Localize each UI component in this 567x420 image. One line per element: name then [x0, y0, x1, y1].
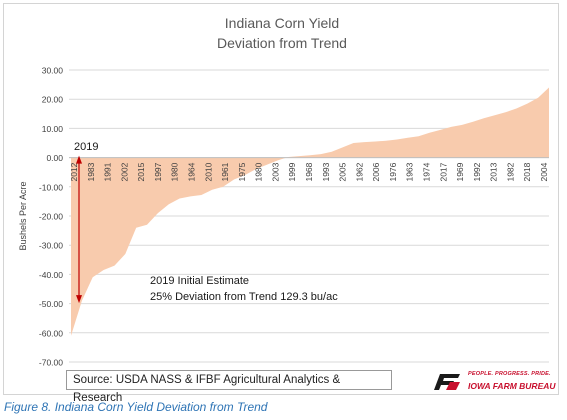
x-tick-label: 1997: [153, 162, 163, 181]
x-tick-label: 1976: [388, 162, 398, 181]
x-tick-label: 2004: [539, 162, 549, 181]
deviation-area: [71, 87, 549, 336]
x-tick-label: 2002: [119, 162, 129, 181]
x-tick-label: 2017: [438, 162, 448, 181]
source-text: Source: USDA NASS & IFBF Agricultural An…: [73, 374, 341, 404]
x-tick-label: 1974: [422, 162, 432, 181]
x-tick-label: 1983: [86, 162, 96, 181]
farm-bureau-logo-mark-icon: [434, 374, 460, 390]
x-tick-label: 1964: [187, 162, 197, 181]
chart-plot: Indiana Corn Yield Deviation from Trend 30…: [18, 15, 549, 368]
x-tick-label: 1982: [505, 162, 515, 181]
x-tick-label: 1991: [103, 162, 113, 181]
y-tick-label: -40.00: [39, 270, 63, 280]
y-tick-label: -70.00: [39, 358, 63, 368]
x-tick-label: 2012: [69, 162, 79, 181]
annotation-note-line2: 25% Deviation from Trend 129.3 bu/ac: [150, 291, 338, 303]
annotation-note-line1: 2019 Initial Estimate: [150, 275, 249, 287]
y-tick-label: 20.00: [42, 95, 64, 105]
source-box: Source: USDA NASS & IFBF Agricultural An…: [66, 370, 392, 404]
x-tick-label: 1993: [321, 162, 331, 181]
x-tick-label: 2005: [338, 162, 348, 181]
x-tick-label: 2010: [203, 162, 213, 181]
x-tick-label: 1963: [405, 162, 415, 181]
arrow-head-top: [76, 155, 82, 164]
x-tick-label: 1999: [287, 162, 297, 181]
iowa-farm-bureau-logo: PEOPLE. PROGRESS. PRIDE. IOWA FARM BUREA…: [432, 370, 556, 394]
y-tick-label: -50.00: [39, 299, 63, 309]
y-tick-label: 10.00: [42, 124, 64, 134]
x-tick-label: 2003: [270, 162, 280, 181]
chart-frame: Indiana Corn Yield Deviation from Trend 30…: [3, 3, 559, 404]
chart-title-line: Indiana Corn Yield: [225, 15, 339, 31]
y-tick-label: -10.00: [39, 182, 63, 192]
x-tick-label: 1969: [455, 162, 465, 181]
x-tick-label: 2015: [136, 162, 146, 181]
x-tick-label: 1975: [237, 162, 247, 181]
y-axis-label: Bushels Per Acre: [18, 181, 28, 250]
arrow-head-bottom: [76, 295, 82, 304]
figure-caption: Figure 8. Indiana Corn Yield Deviation f…: [4, 400, 268, 414]
x-tick-label: 2018: [522, 162, 532, 181]
x-tick-label: 2013: [489, 162, 499, 181]
x-tick-label: 2006: [371, 162, 381, 181]
logo-tagline: PEOPLE. PROGRESS. PRIDE.: [468, 371, 551, 377]
x-tick-label: 1992: [472, 162, 482, 181]
logo-name: IOWA FARM BUREAU: [468, 381, 556, 391]
y-tick-label: 30.00: [42, 66, 64, 76]
y-tick-label: -30.00: [39, 241, 63, 251]
y-tick-label: -20.00: [39, 212, 63, 222]
x-tick-label: 1980: [170, 162, 180, 181]
chart-title-line: Deviation from Trend: [217, 35, 347, 51]
annotation-year: 2019: [74, 141, 98, 153]
x-tick-label: 1962: [354, 162, 364, 181]
x-tick-label: 1980: [254, 162, 264, 181]
x-tick-label: 1961: [220, 162, 230, 181]
x-tick-label: 1968: [304, 162, 314, 181]
y-tick-label: -60.00: [39, 328, 63, 338]
y-tick-label: 0.00: [46, 153, 63, 163]
